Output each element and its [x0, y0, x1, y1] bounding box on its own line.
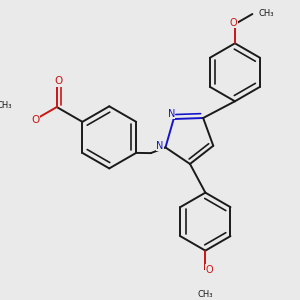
- Text: O: O: [205, 265, 213, 275]
- Text: O: O: [31, 115, 39, 124]
- Text: CH₃: CH₃: [258, 9, 274, 18]
- Text: N: N: [157, 141, 164, 151]
- Text: N: N: [168, 109, 175, 119]
- Text: CH₃: CH₃: [0, 101, 12, 110]
- Text: CH₃: CH₃: [198, 290, 213, 299]
- Text: O: O: [230, 18, 237, 28]
- Text: O: O: [54, 76, 62, 86]
